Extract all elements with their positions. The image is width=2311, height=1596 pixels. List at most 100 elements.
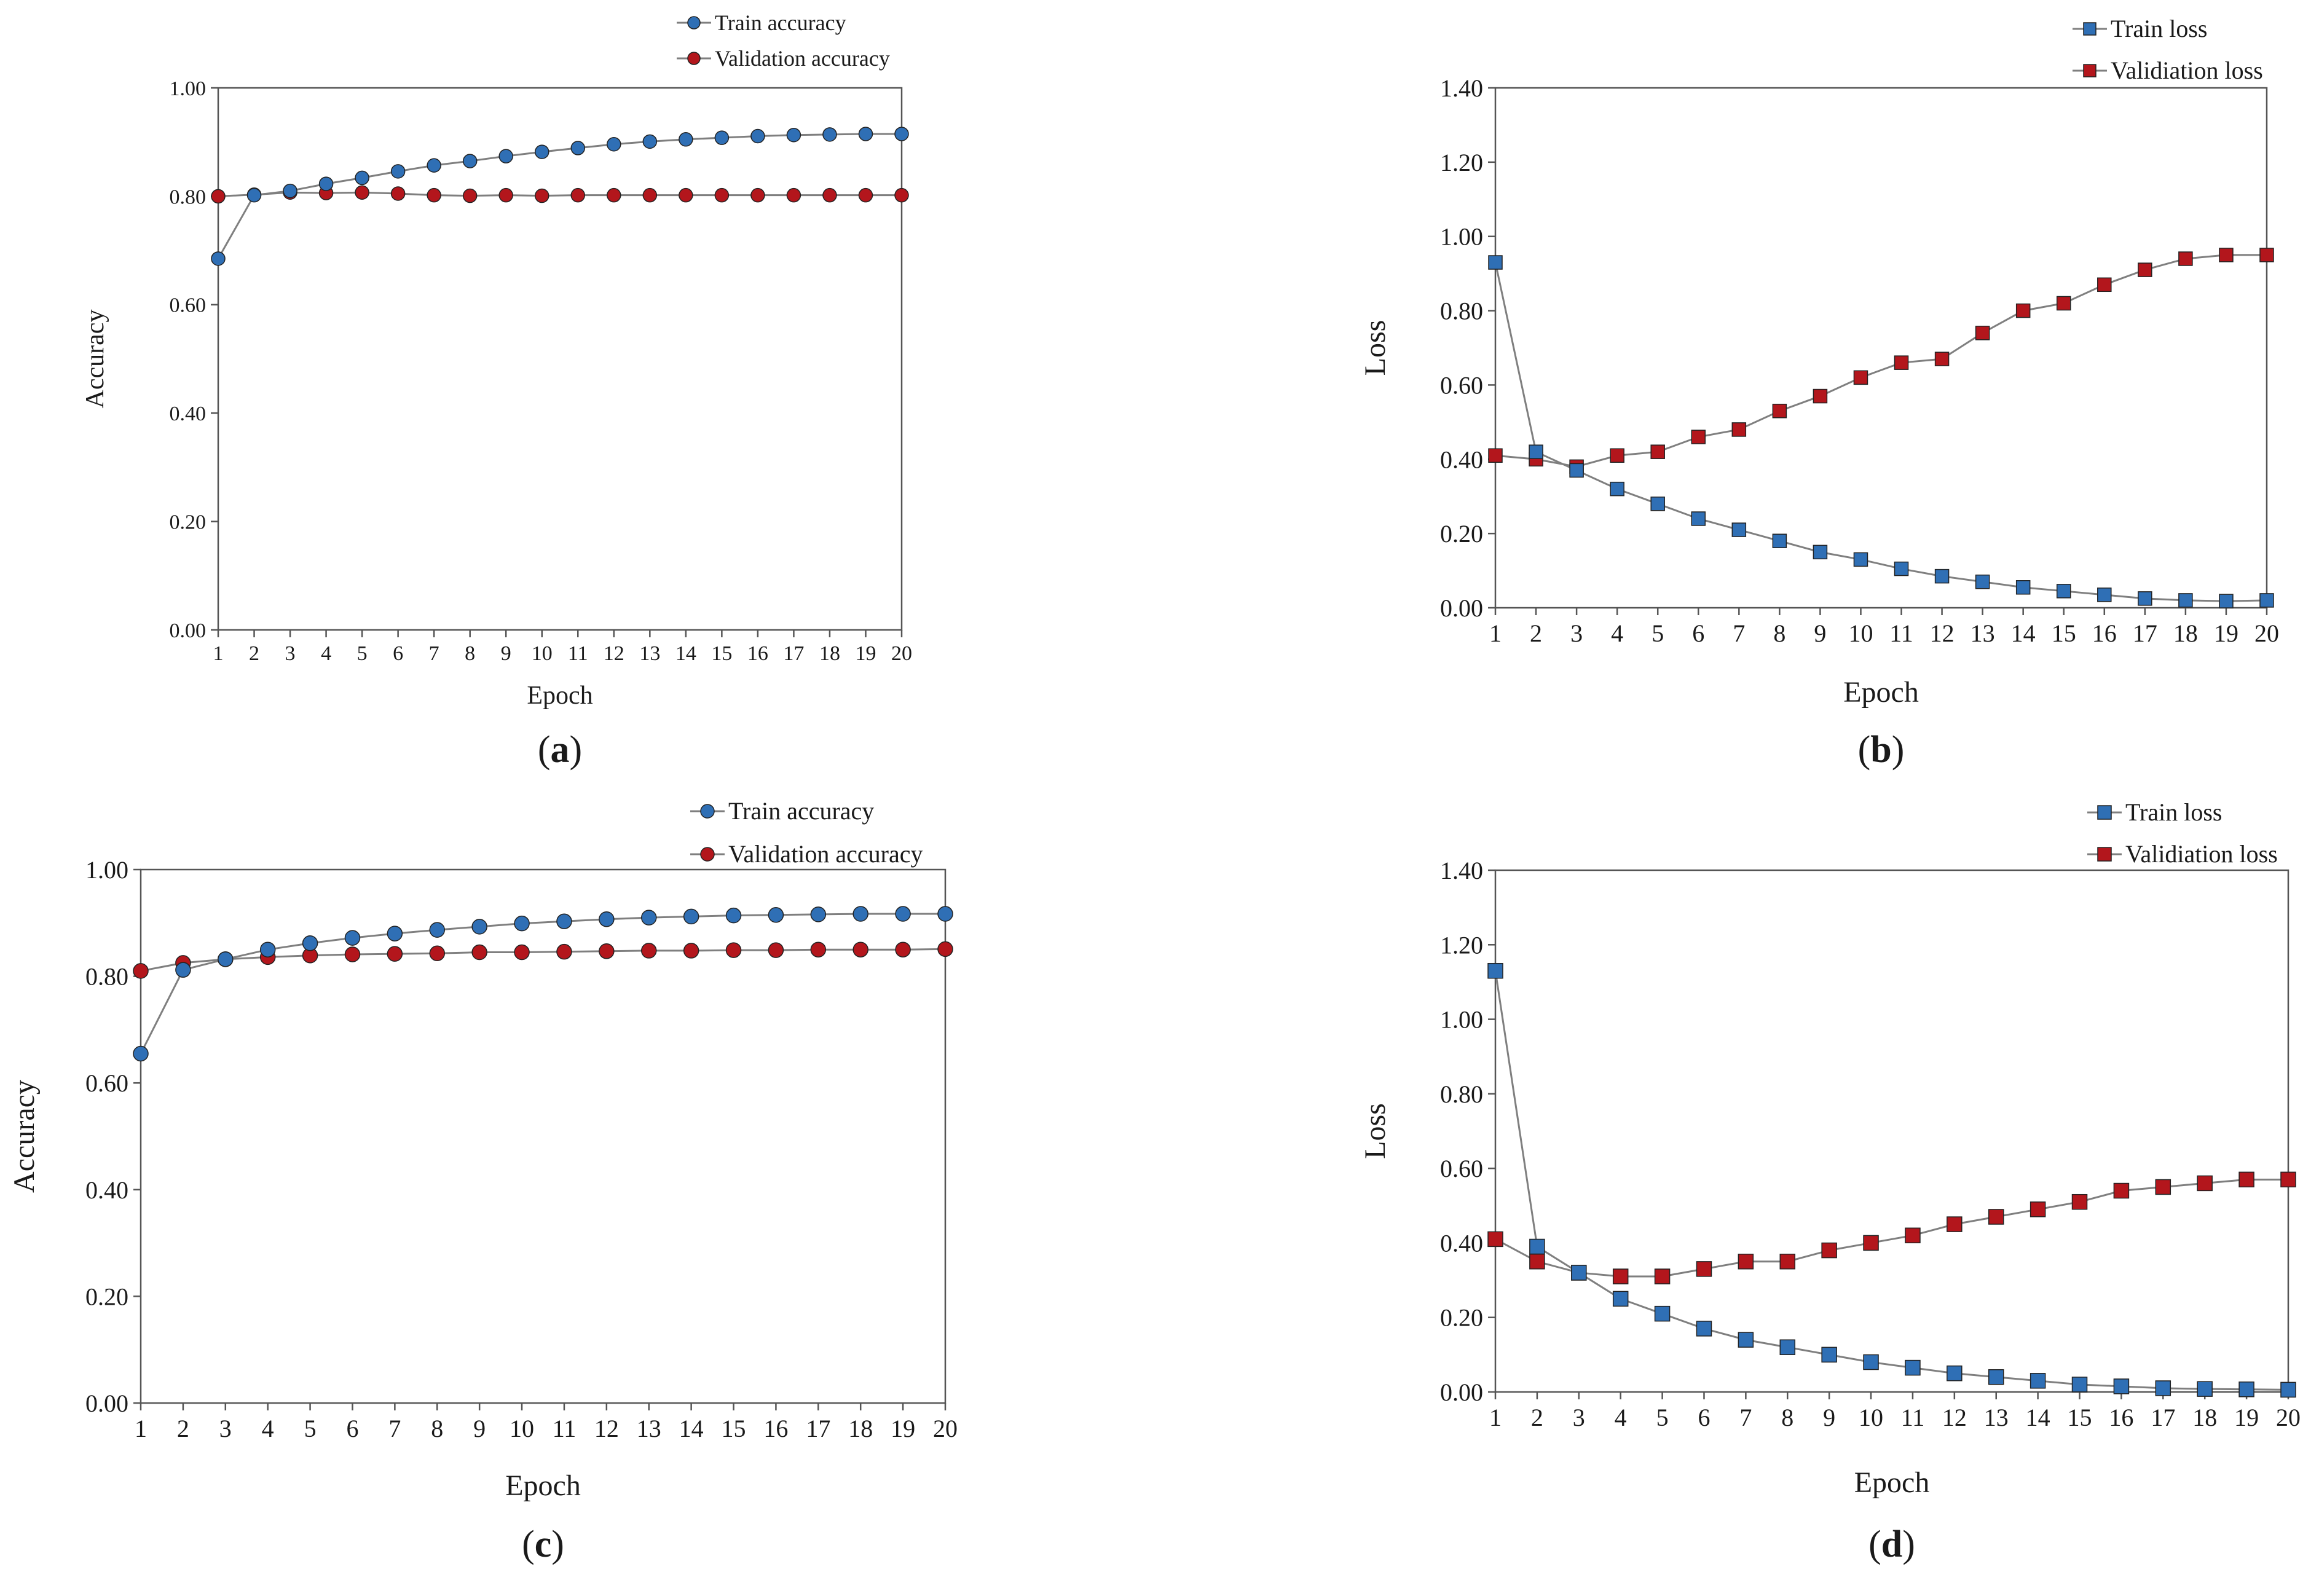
data-point (246, 187, 262, 203)
x-tick-label: 4 (1611, 619, 1623, 647)
data-point (2155, 1380, 2171, 1396)
data-point (133, 1045, 149, 1062)
data-point (534, 144, 549, 159)
legend-marker (687, 16, 701, 29)
x-tick-label: 12 (604, 642, 624, 665)
chart-panel-a: 0.000.200.400.600.801.001 2 3 4 5 6 7 8 9 10 11 12 1… (81, 10, 912, 771)
data-point (1894, 561, 1909, 576)
x-tick-label: 14 (675, 642, 696, 665)
x-tick-label: 2 (249, 642, 259, 665)
data-point (133, 963, 149, 979)
x-tick-label: 4 (321, 642, 331, 665)
panel-label: (c) (522, 1523, 564, 1565)
x-tick-label: 15 (2068, 1404, 2092, 1431)
data-point (387, 926, 403, 941)
x-tick-label: 17 (2151, 1404, 2175, 1431)
y-tick-label: 0.40 (1440, 446, 1483, 473)
x-axis-label: Epoch (527, 682, 593, 710)
data-point (1650, 497, 1665, 511)
plot-frame (140, 868, 947, 1404)
data-point (1610, 481, 1624, 497)
y-tick-label: 0.40 (85, 1176, 128, 1204)
y-tick-label: 1.00 (1440, 1006, 1483, 1034)
x-tick-label: 10 (532, 642, 553, 665)
x-tick-label: 8 (1781, 1404, 1793, 1431)
x-tick-label: 2 (1531, 1404, 1543, 1431)
data-point (937, 941, 953, 957)
x-axis-label: Epoch (1843, 676, 1919, 709)
x-tick-label: 10 (510, 1415, 534, 1442)
data-point (894, 127, 909, 141)
legend-marker (2083, 64, 2096, 77)
legend-label: Validation accuracy (715, 46, 890, 71)
series-train (1488, 255, 2274, 608)
data-point (1529, 444, 1543, 459)
data-point (175, 962, 191, 978)
data-point (2219, 594, 2234, 608)
data-point (283, 183, 297, 199)
x-tick-label: 14 (2011, 619, 2036, 647)
legend-label: Train accuracy (715, 10, 846, 35)
data-point (1947, 1216, 1963, 1232)
data-point (1853, 370, 1868, 385)
plot-frame (217, 87, 903, 631)
data-point (462, 154, 478, 168)
panel-label: (b) (1858, 729, 1905, 771)
data-point (429, 945, 446, 962)
legend-marker (700, 804, 715, 819)
data-point (2056, 584, 2071, 599)
x-tick-label: 5 (357, 642, 368, 665)
legend-label: Train loss (2125, 798, 2222, 826)
data-point (1772, 533, 1787, 548)
x-tick-label: 11 (1901, 1404, 1925, 1431)
x-axis-label: Epoch (505, 1469, 581, 1502)
y-axis-label: Loss (1359, 1103, 1392, 1159)
data-point (1934, 352, 1950, 366)
data-point (640, 943, 657, 959)
x-tick-label: 11 (568, 642, 588, 665)
plot-frame (1494, 869, 2289, 1393)
x-tick-label: 20 (2254, 619, 2279, 647)
data-point (2015, 303, 2031, 318)
x-tick-label: 19 (2234, 1404, 2259, 1431)
y-tick-label: 0.00 (1440, 594, 1483, 622)
x-axis-label: Epoch (1854, 1466, 1930, 1499)
x-tick-label: 19 (891, 1415, 915, 1442)
x-tick-label: 6 (393, 642, 403, 665)
y-tick-label: 0.00 (1440, 1378, 1483, 1406)
data-point (810, 906, 827, 922)
data-point (858, 127, 873, 141)
x-tick-label: 7 (388, 1415, 401, 1442)
data-point (1813, 388, 1828, 404)
y-tick-label: 0.20 (170, 511, 207, 534)
x-tick-label: 18 (848, 1415, 873, 1442)
y-axis-label: Accuracy (81, 310, 109, 409)
data-point (1488, 448, 1503, 463)
x-tick-label: 13 (1970, 619, 1995, 647)
x-tick-label: 4 (1615, 1404, 1627, 1431)
data-point (607, 187, 621, 203)
y-tick-label: 1.40 (1440, 74, 1483, 102)
legend-marker (700, 847, 715, 862)
x-tick-label: 11 (553, 1415, 577, 1442)
data-point (1947, 1365, 1963, 1382)
data-point (1863, 1354, 1879, 1370)
data-point (318, 176, 334, 191)
data-point (498, 187, 513, 203)
data-point (1905, 1227, 1921, 1244)
x-tick-label: 13 (637, 1415, 661, 1442)
data-point (750, 128, 765, 144)
y-tick-label: 0.20 (1440, 520, 1483, 548)
data-point (2280, 1171, 2296, 1188)
x-tick-label: 15 (2052, 619, 2076, 647)
x-tick-label: 5 (1656, 1404, 1669, 1431)
x-tick-label: 16 (747, 642, 768, 665)
x-tick-label: 5 (304, 1415, 317, 1442)
x-tick-label: 2 (177, 1415, 189, 1442)
data-point (2138, 262, 2152, 277)
data-point (679, 132, 693, 147)
data-point (858, 187, 873, 203)
data-point (2238, 1382, 2254, 1397)
data-point (2097, 277, 2112, 293)
